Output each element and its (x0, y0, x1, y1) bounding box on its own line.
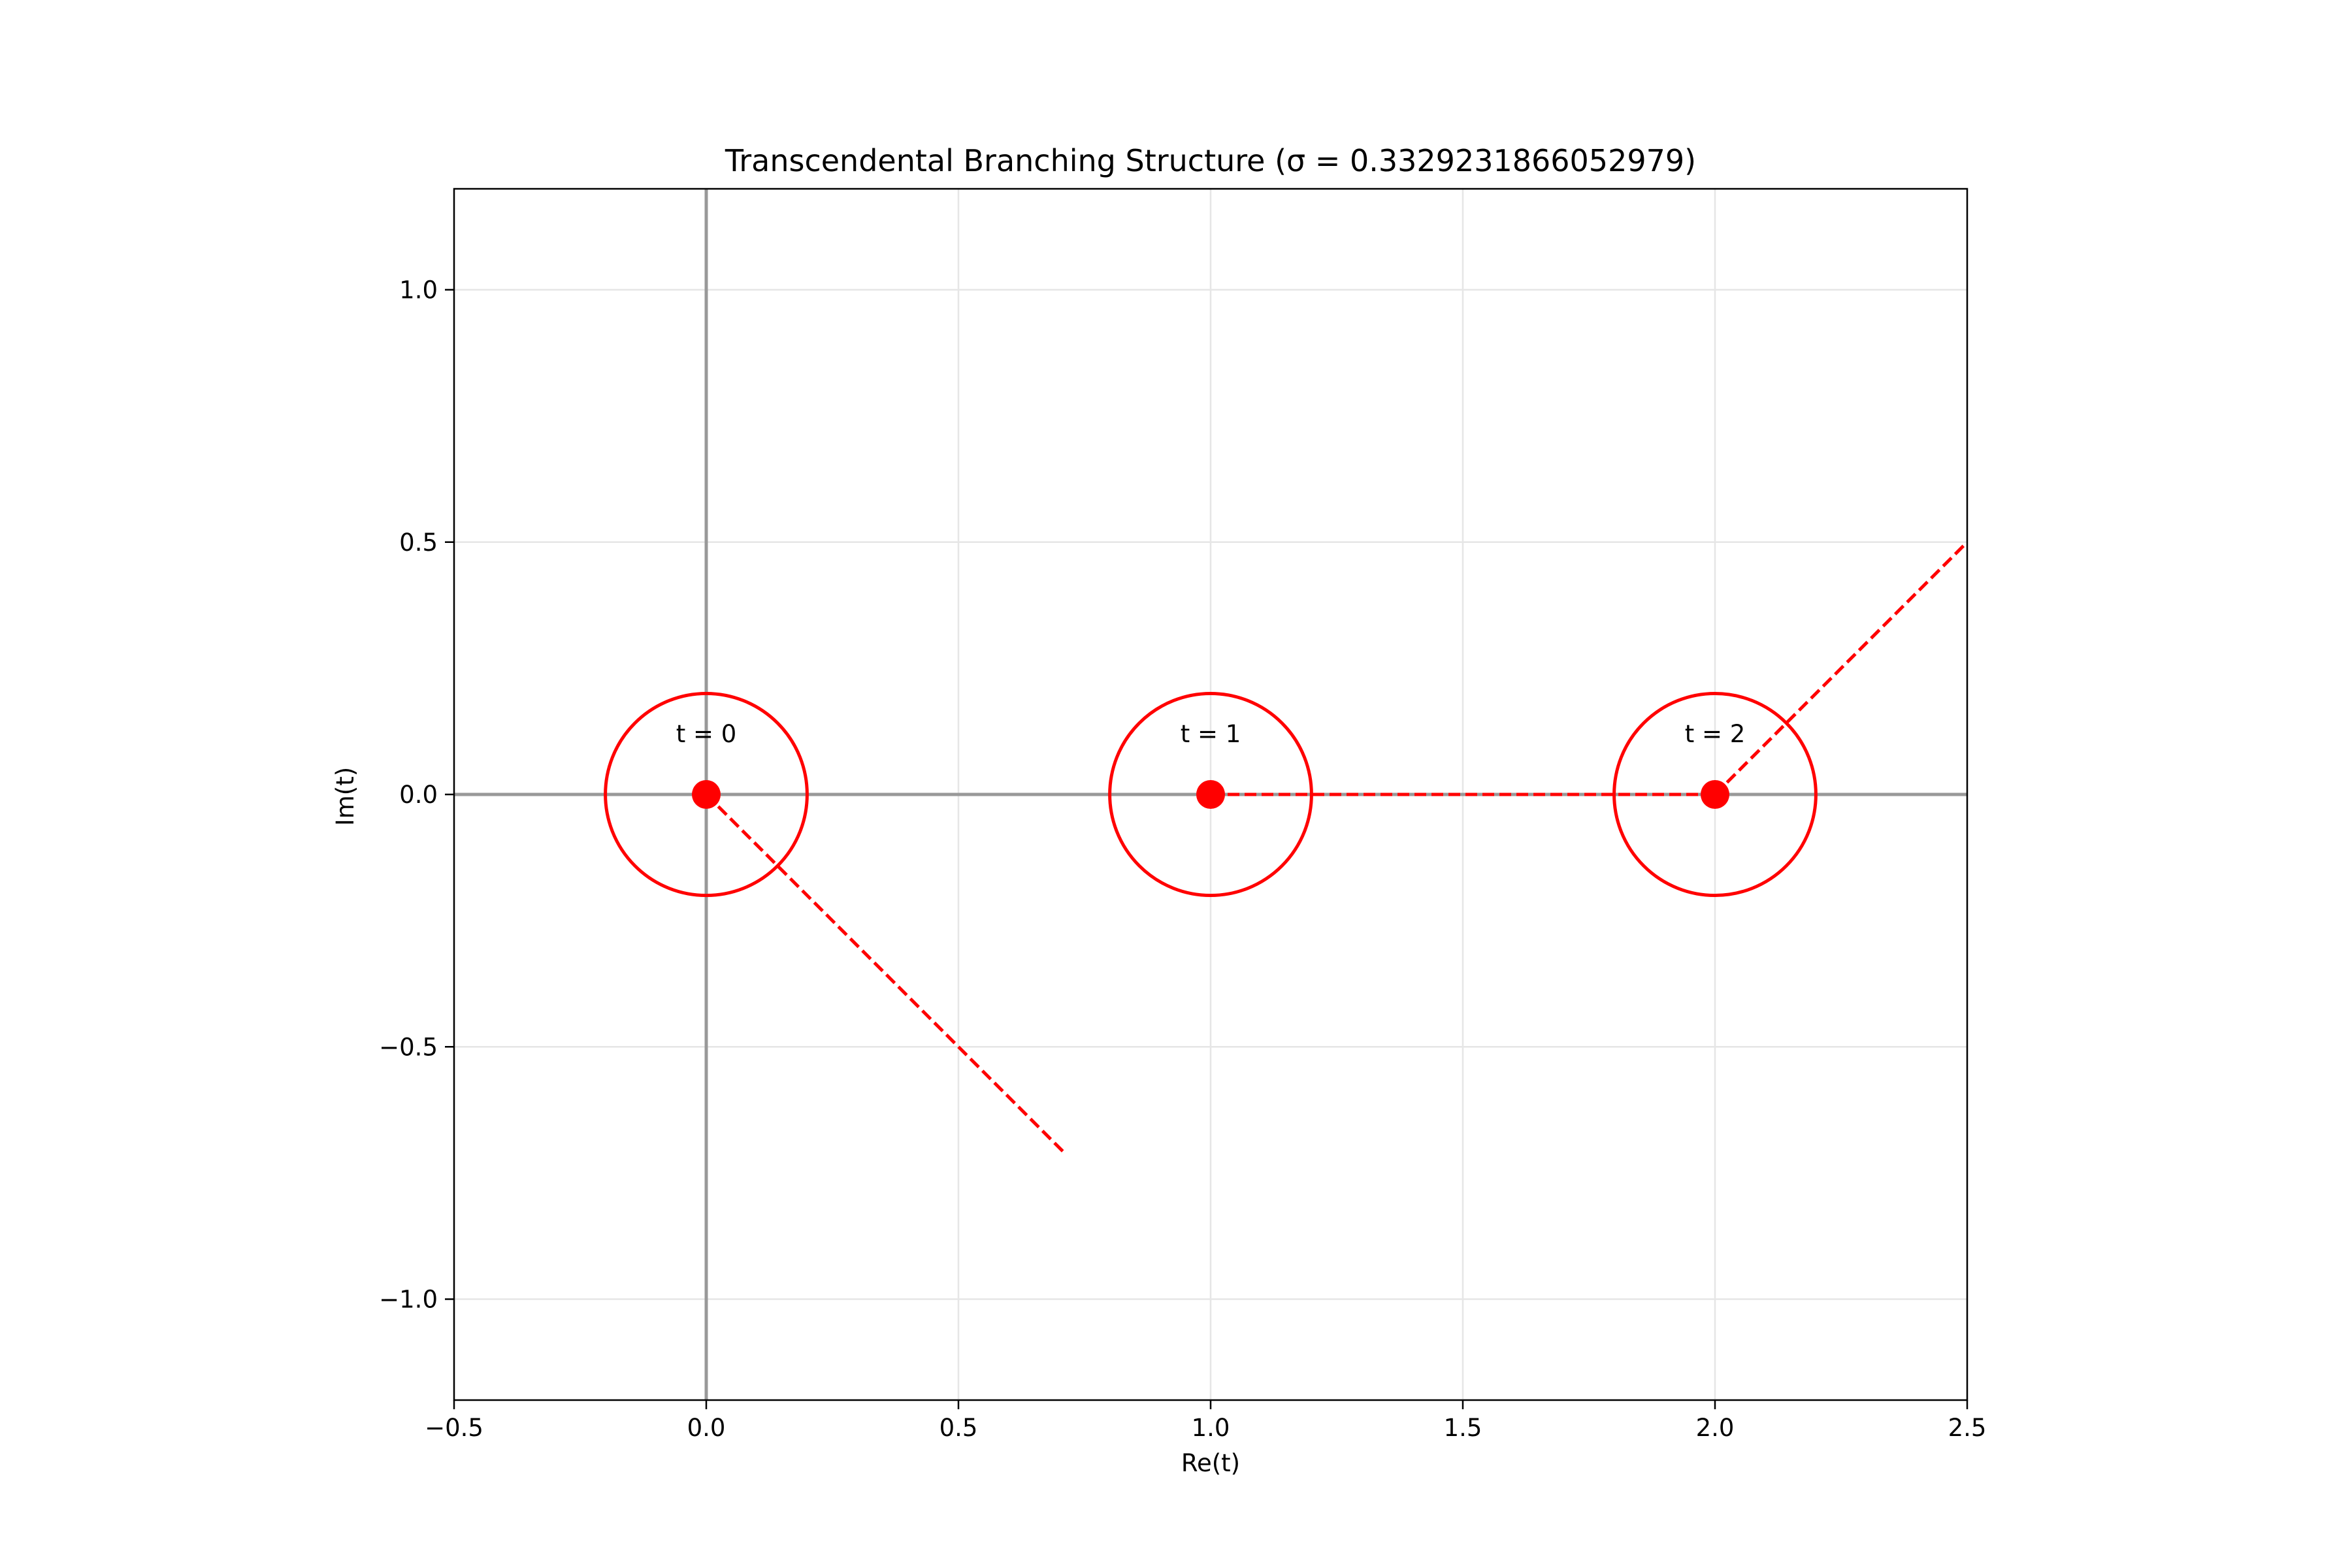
y-axis-label: Im(t) (331, 767, 359, 826)
y-tick-label-2: 0.0 (399, 781, 438, 809)
chart-title: Transcendental Branching Structure (σ = … (725, 143, 1696, 178)
plot-area: t = 0 t = 1 t = 2 −0.5 0.0 0.5 1.0 1.5 2.0 2.5 −1.… (379, 188, 1987, 1442)
x-tick-label-6: 2.5 (1948, 1414, 1987, 1442)
x-tick-label-2: 0.5 (939, 1414, 978, 1442)
y-tick-label-1: −0.5 (379, 1033, 438, 1061)
y-tick-label-3: 0.5 (399, 529, 438, 557)
branch-point-label-0: t = 0 (676, 720, 737, 748)
x-axis-label: Re(t) (1181, 1449, 1240, 1477)
x-tick-label-0: −0.5 (425, 1414, 483, 1442)
x-tick-label-3: 1.0 (1192, 1414, 1230, 1442)
branch-circle-0 (604, 692, 809, 897)
branch-point-label-2: t = 2 (1685, 720, 1746, 748)
branch-point-1 (1196, 780, 1225, 809)
x-tick-label-4: 1.5 (1444, 1414, 1482, 1442)
branch-cut-2 (1714, 540, 1968, 796)
branch-cut-0 (705, 793, 1064, 1152)
branch-circle-2 (1612, 692, 1818, 897)
x-tick-label-1: 0.0 (687, 1414, 726, 1442)
y-tick-label-4: 1.0 (399, 276, 438, 304)
branch-circle-1 (1108, 692, 1313, 897)
y-tick-label-0: −1.0 (379, 1286, 438, 1314)
x-tick-label-5: 2.0 (1696, 1414, 1735, 1442)
branch-point-label-1: t = 1 (1181, 720, 1241, 748)
branch-point-0 (692, 780, 721, 809)
branch-point-2 (1701, 780, 1729, 809)
